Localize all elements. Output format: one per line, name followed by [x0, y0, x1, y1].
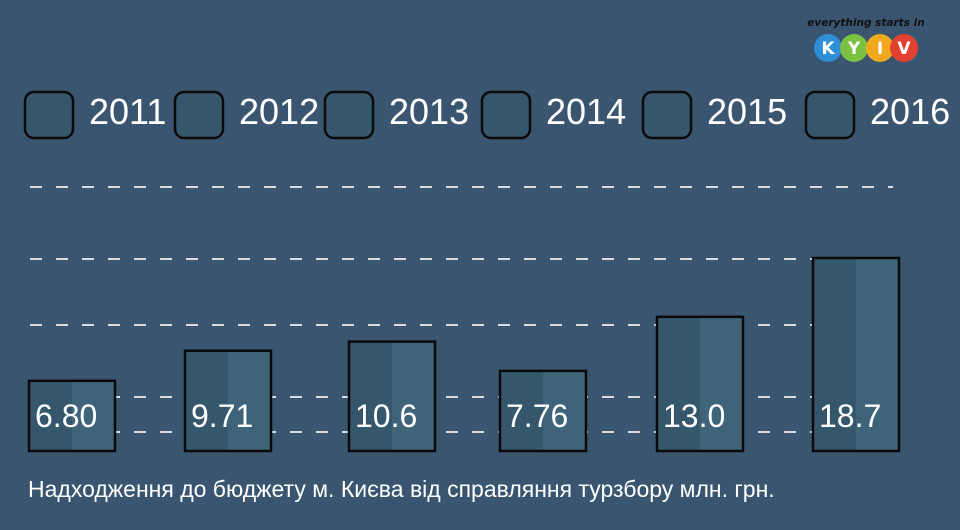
bar-shade-left — [185, 350, 228, 451]
bar-shade-right — [72, 380, 115, 451]
legend: 2011 2012 2013 2014 2015 2016 — [23, 90, 950, 140]
logo-letter-text: Y — [847, 39, 861, 59]
logo-blob — [890, 34, 918, 62]
legend-item-2011: 2011 — [23, 90, 166, 140]
legend-label: 2013 — [389, 91, 469, 132]
bar-2011: 6.80 — [27, 379, 117, 453]
bar-shade-right — [228, 350, 271, 451]
legend-item-2016: 2016 — [804, 90, 950, 140]
bar-shade-left — [29, 380, 72, 451]
bar-outline — [811, 256, 901, 453]
legend-swatch — [641, 90, 693, 140]
logo-blob — [840, 34, 868, 62]
bar-value-label: 7.76 — [506, 398, 568, 434]
logo-letter-text: I — [877, 39, 883, 59]
bar-value-label: 10.6 — [355, 398, 417, 434]
logo-blob — [814, 34, 842, 62]
legend-item-2014: 2014 — [480, 90, 626, 140]
bar-value-label: 18.7 — [819, 398, 881, 434]
bar-shade-left — [349, 341, 392, 451]
logo-letter-I: I — [866, 34, 894, 62]
bar-2014: 7.76 — [498, 369, 588, 453]
logo-blob — [866, 34, 894, 62]
bar-outline — [655, 315, 745, 453]
bar-shade-right — [856, 258, 899, 451]
legend-swatch — [173, 90, 225, 140]
bar-shade-right — [392, 341, 435, 451]
legend-label: 2012 — [239, 91, 319, 132]
gridlines — [30, 186, 893, 433]
logo-letter-text: K — [821, 39, 835, 59]
bar-2016: 18.7 — [811, 256, 901, 453]
bar-shade-left — [813, 258, 856, 451]
legend-swatch — [323, 90, 375, 140]
bar-value-label: 9.71 — [191, 398, 253, 434]
logo-letter-K: K — [814, 34, 842, 62]
legend-swatch — [804, 90, 856, 140]
bar-2013: 10.6 — [347, 340, 437, 453]
bar-outline — [27, 379, 117, 453]
legend-label: 2014 — [546, 91, 626, 132]
logo-letter-V: V — [890, 34, 918, 62]
bar-shade-left — [500, 370, 543, 451]
bar-outline — [183, 349, 273, 453]
bar-series: 6.80 9.71 10.6 7.76 13.0 18.7 — [27, 256, 901, 453]
logo-letter-text: V — [897, 39, 911, 59]
legend-label: 2016 — [870, 91, 950, 132]
legend-item-2013: 2013 — [323, 90, 469, 140]
bar-outline — [347, 340, 437, 453]
legend-item-2012: 2012 — [173, 90, 319, 140]
logo-letter-Y: Y — [840, 34, 868, 62]
legend-item-2015: 2015 — [641, 90, 787, 140]
legend-swatch — [23, 90, 75, 140]
logo-tagline: everything starts in — [807, 17, 924, 29]
bar-shade-right — [700, 316, 743, 451]
legend-label: 2015 — [707, 91, 787, 132]
bar-value-label: 13.0 — [663, 398, 725, 434]
legend-swatch — [480, 90, 532, 140]
bar-2015: 13.0 — [655, 315, 745, 453]
bar-outline — [498, 369, 588, 453]
bar-2012: 9.71 — [183, 349, 273, 453]
chart-caption: Надходження до бюджету м. Києва від спра… — [28, 476, 775, 502]
bar-shade-right — [543, 370, 586, 451]
bar-value-label: 6.80 — [35, 398, 97, 434]
bar-shade-left — [657, 316, 700, 451]
legend-label: 2011 — [89, 91, 166, 132]
